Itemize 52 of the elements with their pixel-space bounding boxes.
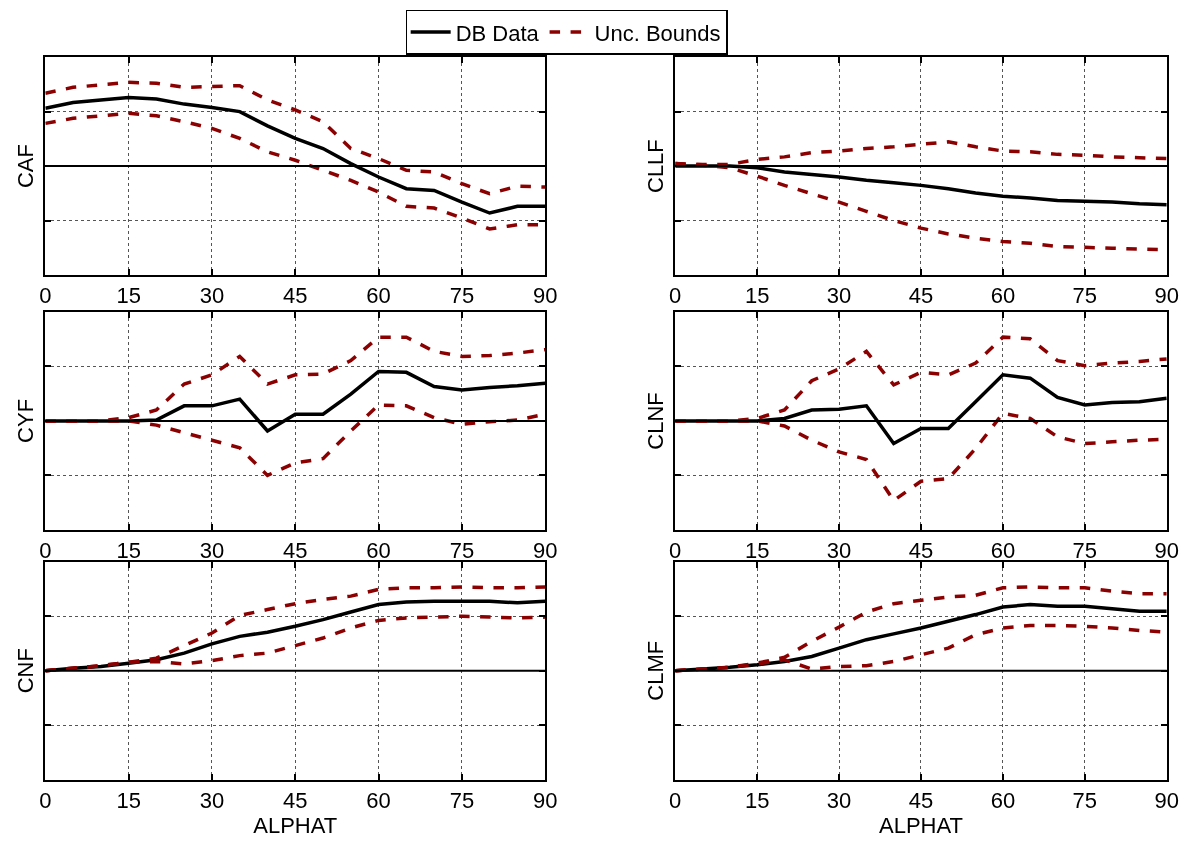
x-tick-label: 15 <box>116 283 141 309</box>
legend-label: Unc. Bounds <box>594 20 721 46</box>
legend-label: DB Data <box>455 20 540 46</box>
x-axis-title: ALPHAT <box>879 813 963 839</box>
x-tick-label: 60 <box>366 788 391 814</box>
x-tick-label: 60 <box>366 283 391 309</box>
y-axis-title: CLNF <box>642 392 668 450</box>
x-tick-label: 30 <box>199 538 225 564</box>
y-axis-title: CAF <box>12 144 38 189</box>
x-tick-label: 30 <box>199 788 225 814</box>
x-tick-label: 45 <box>908 538 934 564</box>
x-tick-label: 15 <box>116 788 141 814</box>
x-tick-label: 75 <box>449 788 475 814</box>
x-tick-label: 0 <box>669 788 682 814</box>
x-tick-label: 30 <box>826 788 852 814</box>
y-axis-title: CNF <box>12 648 38 694</box>
x-tick-label: 0 <box>39 283 52 309</box>
x-tick-label: 90 <box>1154 283 1179 309</box>
x-tick-label: 90 <box>532 788 558 814</box>
x-tick-label: 0 <box>39 538 52 564</box>
x-tick-label: 30 <box>199 283 225 309</box>
x-tick-label: 75 <box>1072 283 1098 309</box>
x-tick-label: 75 <box>449 283 475 309</box>
x-tick-label: 60 <box>990 538 1016 564</box>
x-tick-label: 45 <box>283 283 308 309</box>
x-tick-label: 75 <box>1072 788 1098 814</box>
x-tick-label: 90 <box>1154 788 1179 814</box>
x-tick-label: 75 <box>1072 538 1098 564</box>
x-tick-label: 45 <box>283 788 308 814</box>
x-tick-label: 0 <box>39 788 52 814</box>
x-tick-label: 90 <box>1154 538 1179 564</box>
x-tick-label: 60 <box>366 538 391 564</box>
x-tick-label: 45 <box>908 283 934 309</box>
x-tick-label: 90 <box>532 538 558 564</box>
x-tick-label: 0 <box>669 538 682 564</box>
y-axis-title: CLLF <box>642 139 668 193</box>
x-tick-label: 30 <box>826 538 852 564</box>
x-tick-label: 15 <box>744 283 770 309</box>
x-tick-label: 15 <box>116 538 141 564</box>
y-axis-title: CYF <box>12 398 38 443</box>
x-tick-label: 90 <box>532 283 558 309</box>
x-tick-label: 15 <box>744 538 770 564</box>
x-tick-label: 45 <box>283 538 308 564</box>
x-tick-label: 30 <box>826 283 852 309</box>
x-tick-label: 60 <box>990 283 1016 309</box>
x-tick-label: 60 <box>990 788 1016 814</box>
x-tick-label: 0 <box>669 283 682 309</box>
x-tick-label: 45 <box>908 788 934 814</box>
x-tick-label: 15 <box>744 788 770 814</box>
y-axis-title: CLMF <box>642 640 668 701</box>
x-axis-title: ALPHAT <box>253 813 338 839</box>
x-tick-label: 75 <box>449 538 475 564</box>
